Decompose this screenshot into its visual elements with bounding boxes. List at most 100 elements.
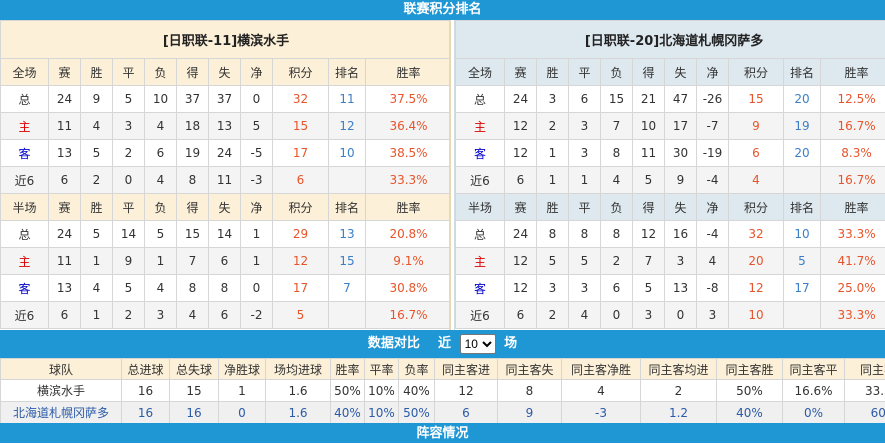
stat-cell: 12	[505, 275, 537, 302]
lineup-title: 阵容情况	[0, 423, 885, 443]
stat-cell: 2	[113, 302, 145, 329]
stat-cell: 16	[122, 402, 170, 424]
column-header: 积分	[273, 194, 329, 221]
row-label: 主	[456, 113, 505, 140]
column-header: 赛	[49, 194, 81, 221]
column-header: 平	[569, 194, 601, 221]
stat-cell	[784, 167, 821, 194]
column-header: 排名	[784, 194, 821, 221]
stat-cell: 0	[241, 275, 273, 302]
stat-cell: 8.3%	[821, 140, 885, 167]
stat-cell: 4	[562, 380, 641, 402]
stat-cell: 12	[329, 113, 366, 140]
standings-title: 联赛积分排名	[0, 0, 885, 20]
stat-cell: 30	[665, 140, 697, 167]
stat-cell: 1	[537, 167, 569, 194]
team-name[interactable]: [日职联-11]横滨水手	[1, 21, 452, 59]
stat-cell: 33.3%	[821, 302, 885, 329]
stat-cell: 5	[633, 275, 665, 302]
stat-cell: 18	[177, 113, 209, 140]
stat-cell: 60%	[845, 402, 885, 424]
stat-cell: 3	[569, 275, 601, 302]
compare-title: 数据对比	[368, 336, 420, 351]
stat-cell: 20	[784, 140, 821, 167]
stat-cell: 24	[505, 221, 537, 248]
stat-cell: 37	[209, 86, 241, 113]
stat-cell: 32	[273, 86, 329, 113]
stat-cell: 2	[537, 302, 569, 329]
stat-cell: 12	[633, 221, 665, 248]
stat-cell	[784, 302, 821, 329]
recent-count-select[interactable]: 10	[460, 334, 496, 354]
column-header: 球队	[1, 359, 122, 380]
stat-cell: 8	[601, 140, 633, 167]
stat-cell: 7	[177, 248, 209, 275]
stat-cell: 5	[241, 113, 273, 140]
stat-cell: 8	[537, 221, 569, 248]
column-header: 积分	[729, 59, 784, 86]
stat-cell: 4	[145, 167, 177, 194]
stat-cell: 3	[113, 113, 145, 140]
team-name[interactable]: [日职联-20]北海道札幌冈萨多	[456, 21, 885, 59]
stat-cell: 12.5%	[821, 86, 885, 113]
stat-cell: 17	[273, 275, 329, 302]
stat-cell: 12	[505, 113, 537, 140]
stat-cell: 6	[505, 167, 537, 194]
column-header: 场均进球	[266, 359, 331, 380]
team-cell: 北海道札幌冈萨多	[1, 402, 122, 424]
stat-cell: 3	[569, 113, 601, 140]
column-header: 全场	[1, 59, 49, 86]
column-header: 负	[601, 194, 633, 221]
stat-cell: 4	[177, 302, 209, 329]
stat-cell: 4	[81, 113, 113, 140]
stat-cell: 1	[241, 248, 273, 275]
stat-cell: 2	[601, 248, 633, 275]
row-label: 近6	[1, 167, 49, 194]
stat-cell: 12	[505, 248, 537, 275]
stat-cell: 10	[329, 140, 366, 167]
column-header: 胜率	[331, 359, 365, 380]
column-header: 总失球	[170, 359, 219, 380]
row-label: 客	[1, 140, 49, 167]
stat-cell: 6	[145, 140, 177, 167]
column-header: 全场	[456, 59, 505, 86]
stat-cell: 6	[505, 302, 537, 329]
column-header: 同主客进	[435, 359, 498, 380]
column-header: 净胜球	[219, 359, 266, 380]
stat-cell: 37.5%	[366, 86, 452, 113]
stat-cell: 16.7%	[821, 113, 885, 140]
stat-cell: 38.5%	[366, 140, 452, 167]
stat-cell: 11	[633, 140, 665, 167]
column-header: 积分	[729, 194, 784, 221]
stat-cell: 24	[49, 221, 81, 248]
stat-cell: 15	[729, 86, 784, 113]
stat-cell: 17	[784, 275, 821, 302]
stat-cell: 41.7%	[821, 248, 885, 275]
stat-cell: 14	[113, 221, 145, 248]
header-row: 半场赛胜平负得失净积分排名胜率	[456, 194, 885, 221]
stat-cell: 6	[209, 248, 241, 275]
column-header: 积分	[273, 59, 329, 86]
row-label: 近6	[456, 302, 505, 329]
stat-cell: 4	[697, 248, 729, 275]
recent-prefix: 近	[438, 336, 451, 351]
stat-cell: 6	[49, 302, 81, 329]
stat-cell: 50%	[399, 402, 435, 424]
stat-cell: 3	[537, 275, 569, 302]
stat-cell: 5	[113, 275, 145, 302]
stat-cell: 10%	[365, 380, 399, 402]
stat-cell: 0	[665, 302, 697, 329]
stat-cell: 33.3%	[821, 221, 885, 248]
column-header: 净	[697, 59, 729, 86]
stat-cell: 15	[170, 380, 219, 402]
stat-cell: 2	[641, 380, 717, 402]
column-header: 负	[145, 194, 177, 221]
column-header: 同主客胜	[717, 359, 783, 380]
stat-cell: 15	[601, 86, 633, 113]
